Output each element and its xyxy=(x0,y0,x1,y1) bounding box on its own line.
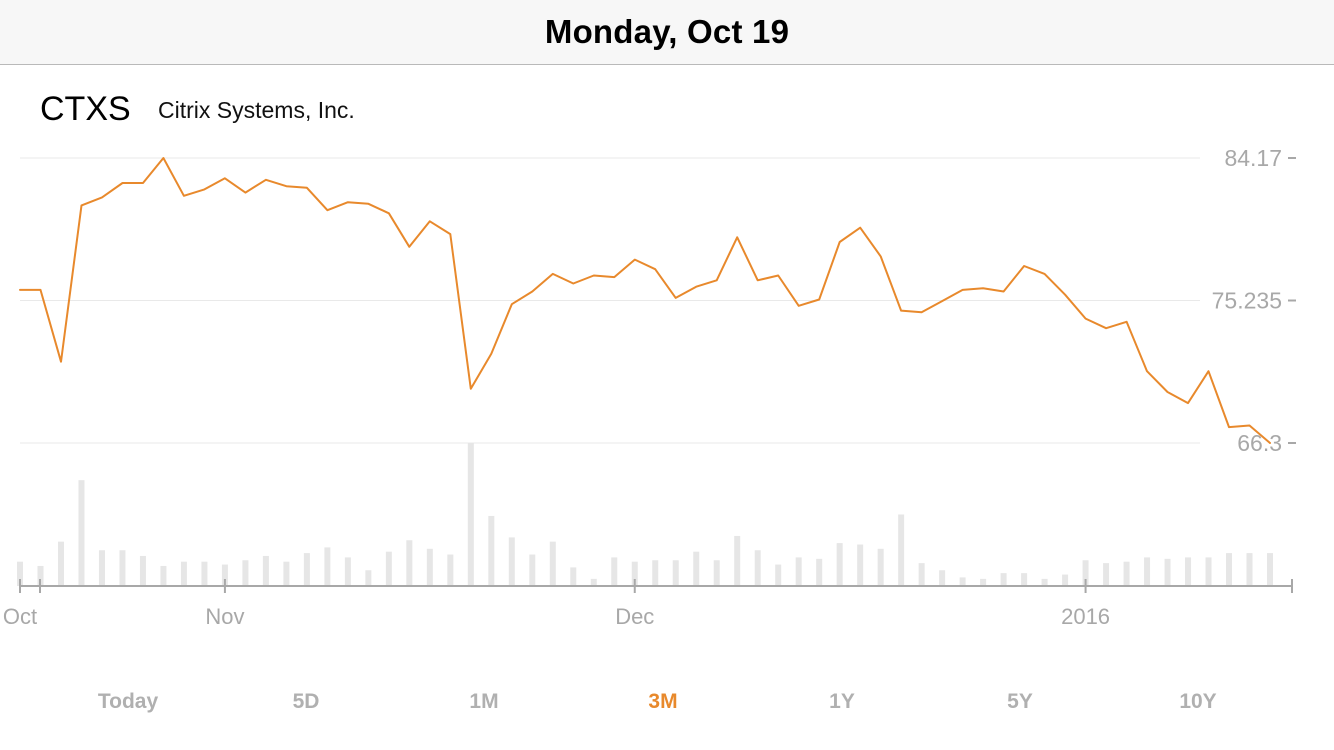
y-tick-label: 75.235 xyxy=(1212,288,1282,314)
volume-bar xyxy=(549,541,556,586)
volume-bar xyxy=(180,561,187,586)
volume-bar xyxy=(754,550,761,586)
volume-bar xyxy=(836,543,843,586)
x-tick-label: 2016 xyxy=(1061,604,1110,629)
volume-bar xyxy=(488,515,495,586)
volume-bar xyxy=(980,578,987,586)
volume-bar xyxy=(201,561,208,586)
company-name: Citrix Systems, Inc. xyxy=(158,97,355,123)
volume-bar xyxy=(467,443,474,586)
volume-bar xyxy=(1082,560,1089,586)
volume-bar xyxy=(406,540,413,586)
volume-bar xyxy=(57,541,64,586)
volume-bar xyxy=(795,557,802,586)
volume-bar xyxy=(37,565,44,586)
volume-bar xyxy=(590,578,597,586)
volume-bar xyxy=(529,554,536,586)
volume-bar xyxy=(283,561,290,586)
volume-bar xyxy=(816,558,823,586)
range-button-today[interactable]: Today xyxy=(97,690,159,713)
volume-bar xyxy=(775,564,782,586)
range-button-1m[interactable]: 1M xyxy=(469,690,499,713)
volume-bar xyxy=(1226,553,1233,586)
volume-bar xyxy=(98,550,105,586)
date-title: Monday, Oct 19 xyxy=(544,13,790,50)
stock-symbol: CTXS xyxy=(40,90,131,128)
volume-bar xyxy=(426,548,433,586)
volume-bar xyxy=(1144,557,1151,586)
volume-bar xyxy=(1185,557,1192,586)
volume-bar xyxy=(1205,557,1212,586)
volume-bar xyxy=(365,570,372,586)
volume-bar xyxy=(447,554,454,586)
volume-bar xyxy=(1267,553,1273,586)
volume-bar xyxy=(1021,573,1028,586)
volume-bar xyxy=(918,563,925,586)
volume-bar xyxy=(1164,558,1171,586)
x-tick-label: Oct xyxy=(3,604,37,629)
volume-bar xyxy=(242,560,249,586)
volume-bar xyxy=(160,565,167,586)
volume-bar xyxy=(385,551,392,586)
x-tick-label: Dec xyxy=(615,604,654,629)
range-button-5d[interactable]: 5D xyxy=(292,690,320,713)
volume-bar xyxy=(324,547,331,586)
volume-bar xyxy=(939,570,946,586)
volume-bar xyxy=(713,560,720,586)
volume-bar xyxy=(1041,578,1048,586)
range-button-3m[interactable]: 3M xyxy=(648,690,678,713)
volume-bar xyxy=(877,548,884,586)
range-button-10y[interactable]: 10Y xyxy=(1179,690,1217,713)
volume-bar xyxy=(734,535,741,586)
volume-bar xyxy=(1000,573,1007,586)
range-button-5y[interactable]: 5Y xyxy=(1007,690,1033,713)
volume-bar xyxy=(262,555,269,586)
volume-bar xyxy=(17,561,23,586)
volume-bar xyxy=(508,537,515,586)
y-tick-label: 84.17 xyxy=(1224,145,1282,171)
volume-bar xyxy=(1246,553,1253,586)
volume-bar xyxy=(119,550,126,586)
volume-bar xyxy=(672,560,679,586)
range-button-1y[interactable]: 1Y xyxy=(829,690,855,713)
volume-bar xyxy=(344,557,351,586)
volume-bar xyxy=(570,567,577,586)
volume-bar xyxy=(652,560,659,586)
volume-bar xyxy=(959,577,966,586)
volume-bar xyxy=(898,514,905,586)
volume-bar xyxy=(221,564,228,586)
volume-bar xyxy=(303,553,310,586)
volume-bar xyxy=(857,544,864,586)
volume-bar xyxy=(78,480,85,586)
volume-bar xyxy=(139,555,146,586)
price-line xyxy=(19,157,1271,444)
header-bar: Monday, Oct 19 xyxy=(0,0,1334,65)
volume-bar xyxy=(631,561,638,586)
volume-bar xyxy=(1123,561,1130,586)
volume-bar xyxy=(1103,563,1110,586)
range-selector: Today 5D 1M 3M 1Y 5Y 10Y xyxy=(0,690,1334,734)
volume-bar xyxy=(1062,574,1069,586)
volume-bar xyxy=(693,551,700,586)
x-tick-label: Nov xyxy=(205,604,244,629)
volume-bar xyxy=(611,557,618,586)
